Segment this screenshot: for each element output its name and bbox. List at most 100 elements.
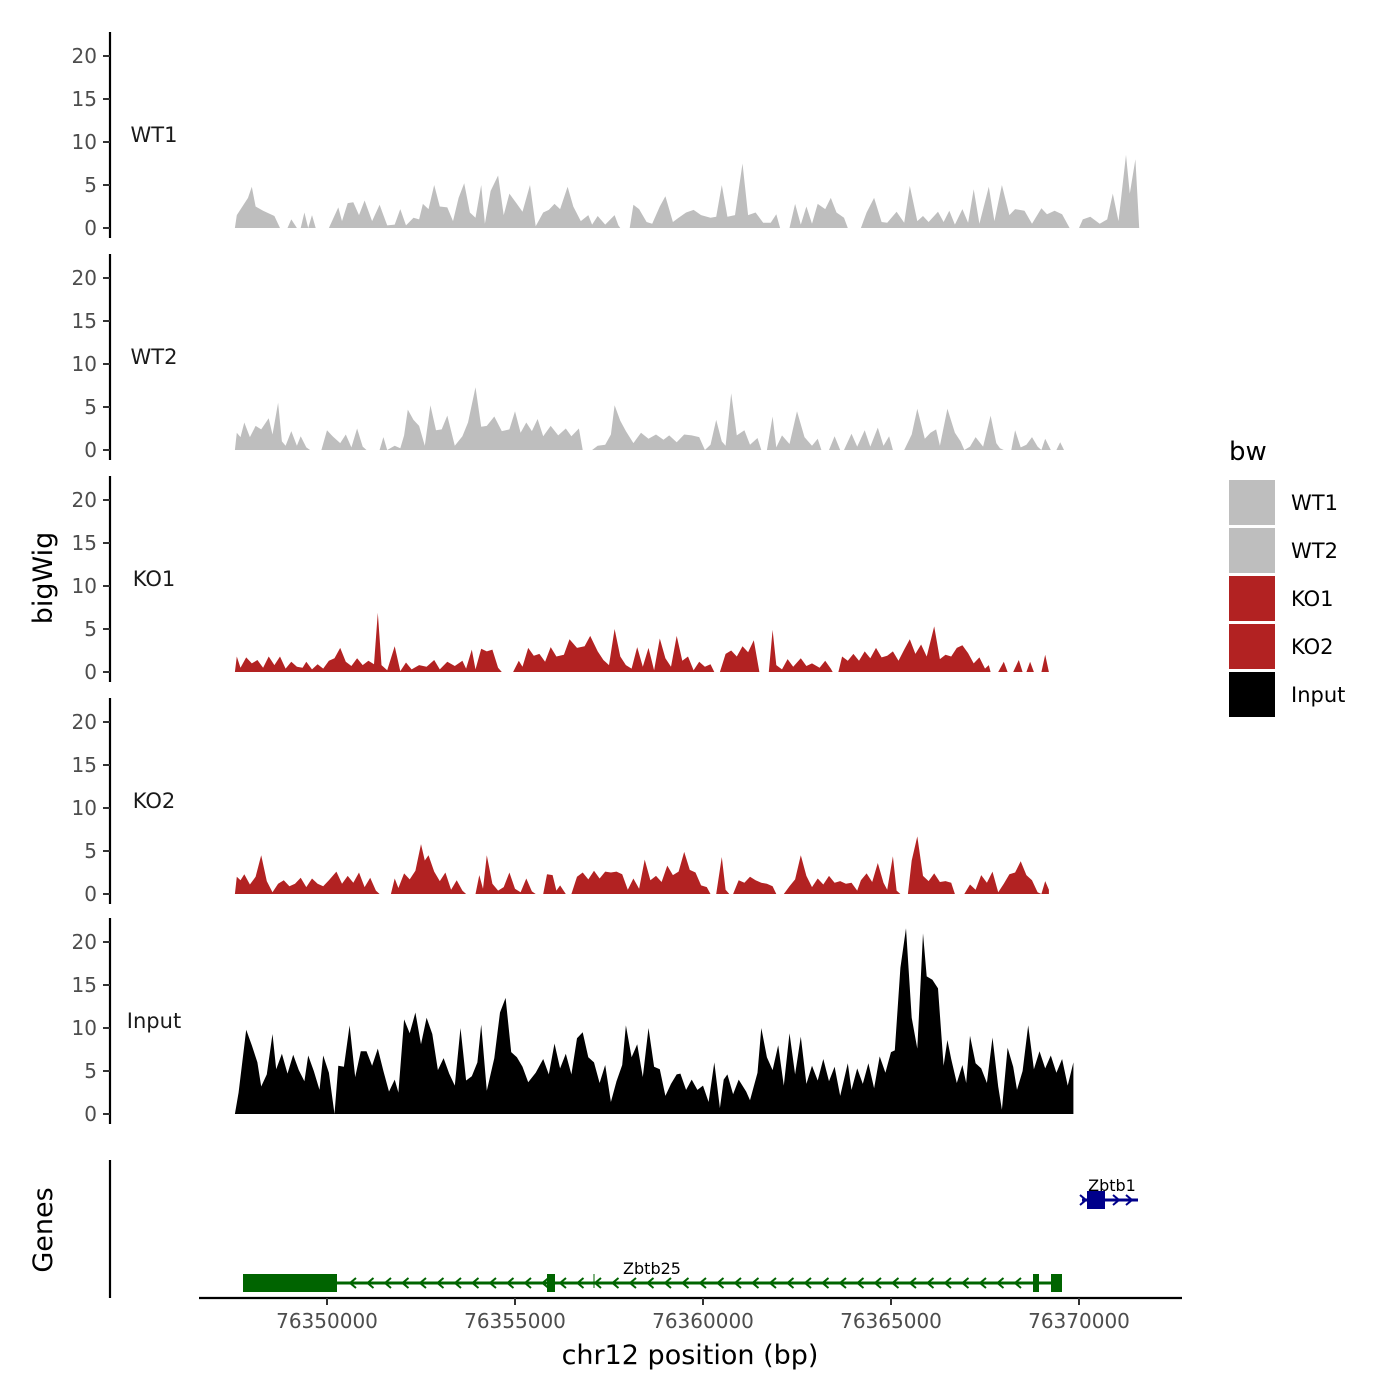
coverage-area-ko1 <box>234 612 1049 672</box>
y-tick-label: 20 <box>72 266 97 290</box>
y-tick-label: 20 <box>72 44 97 68</box>
y-tick-label: 20 <box>72 930 97 954</box>
strand-arrow <box>383 1277 392 1289</box>
x-tick-label: 76365000 <box>840 1309 942 1333</box>
track-label-ko1: KO1 <box>133 567 176 591</box>
track-label-wt1: WT1 <box>131 123 178 147</box>
gene-zbtb1-exon <box>1087 1191 1105 1209</box>
x-tick-label: 76360000 <box>652 1309 754 1333</box>
strand-arrow <box>995 1277 1005 1289</box>
strand-arrow <box>1125 1194 1134 1206</box>
y-tick-label: 15 <box>72 753 97 777</box>
strand-arrow <box>768 1277 777 1289</box>
y-tick-label: 10 <box>72 796 97 820</box>
x-tick-label: 76370000 <box>1028 1309 1130 1333</box>
strand-arrow <box>365 1277 375 1289</box>
strand-arrow <box>610 1277 620 1289</box>
strand-arrow <box>575 1277 585 1289</box>
track-label-ko2: KO2 <box>133 789 176 813</box>
gene-zbtb25-exon <box>1051 1274 1062 1292</box>
track-panel-wt2: 0 5 10 15 20 WT2 <box>72 254 1068 462</box>
legend-item-ko1: KO1 <box>1229 576 1334 621</box>
strand-arrow <box>400 1277 410 1289</box>
x-tick-label: 76350000 <box>276 1309 378 1333</box>
strand-arrow <box>628 1277 637 1289</box>
strand-arrow <box>943 1277 952 1289</box>
y-tick-label: 15 <box>72 309 97 333</box>
legend-swatch <box>1229 480 1275 525</box>
coverage-area-input <box>234 928 1074 1114</box>
legend-item-ko2: KO2 <box>1229 624 1334 669</box>
y-tick-label: 20 <box>72 710 97 734</box>
x-axis: 76350000 76355000 76360000 76365000 76370000 <box>199 1296 1182 1333</box>
gene-zbtb1: Zbtb1 <box>1079 1176 1138 1209</box>
track-panel-wt1: 0 5 10 15 20 WT1 <box>72 32 1140 240</box>
track-panel-ko2: 0 5 10 15 20 KO2 <box>72 698 1049 906</box>
gene-zbtb25-label: Zbtb25 <box>623 1259 681 1278</box>
legend-label: Input <box>1291 683 1345 707</box>
track-label-input: Input <box>127 1009 181 1033</box>
strand-arrow <box>540 1277 550 1289</box>
y-tick-label: 0 <box>84 438 97 462</box>
y-tick-label: 10 <box>72 1016 97 1040</box>
strand-arrow <box>890 1277 900 1289</box>
legend-item-input: Input <box>1229 672 1345 717</box>
coverage-area-wt2 <box>234 387 1068 450</box>
legend-swatch <box>1229 576 1275 621</box>
strand-arrow <box>680 1277 690 1289</box>
y-tick-label: 5 <box>84 1059 97 1083</box>
strand-arrow <box>1079 1194 1088 1206</box>
strand-arrow <box>663 1277 672 1289</box>
strand-arrow <box>855 1277 865 1289</box>
strand-arrow <box>698 1277 707 1289</box>
gene-zbtb25-exon <box>243 1274 337 1292</box>
y-tick-label: 15 <box>72 973 97 997</box>
legend-items: WT1 WT2 KO1 KO2 Input <box>1229 480 1345 717</box>
y-tick-label: 0 <box>84 660 97 684</box>
strand-arrow <box>838 1277 847 1289</box>
strand-arrow <box>593 1277 602 1289</box>
strand-arrow <box>978 1277 987 1289</box>
y-tick-label: 5 <box>84 617 97 641</box>
strand-arrow <box>505 1277 515 1289</box>
y-tick-label: 0 <box>84 1102 97 1126</box>
strand-arrow <box>558 1277 567 1289</box>
y-tick-label: 10 <box>72 352 97 376</box>
strand-arrow <box>820 1277 830 1289</box>
strand-arrow <box>470 1277 480 1289</box>
strand-arrow <box>908 1277 917 1289</box>
y-tick-label: 15 <box>72 531 97 555</box>
strand-arrow <box>488 1277 497 1289</box>
legend-label: KO2 <box>1291 635 1334 659</box>
strand-arrow <box>435 1277 445 1289</box>
strand-arrow <box>960 1277 970 1289</box>
tracks-layer: 0 5 10 15 20 WT1 0 5 10 15 20 WT2 0 5 10 15 20 KO1 0 5 10 15 2… <box>72 32 1140 1126</box>
gene-zbtb1-label: Zbtb1 <box>1088 1176 1136 1195</box>
legend-item-wt1: WT1 <box>1229 480 1338 525</box>
strand-arrow <box>348 1277 357 1289</box>
track-label-wt2: WT2 <box>131 345 178 369</box>
genes-axis-title: Genes <box>28 1187 59 1272</box>
y-tick-label: 0 <box>84 882 97 906</box>
genes-layer: Zbtb25 Zbtb1 <box>108 1160 1138 1298</box>
strand-arrow <box>645 1277 655 1289</box>
strand-arrow <box>873 1277 882 1289</box>
strand-arrow <box>803 1277 812 1289</box>
legend-label: WT1 <box>1291 491 1338 515</box>
y-tick-label: 5 <box>84 839 97 863</box>
y-tick-label: 20 <box>72 488 97 512</box>
legend-swatch <box>1229 672 1275 717</box>
y-tick-label: 5 <box>84 395 97 419</box>
legend-label: KO1 <box>1291 587 1334 611</box>
x-tick-label: 76355000 <box>464 1309 566 1333</box>
strand-arrow <box>733 1277 742 1289</box>
legend-swatch <box>1229 624 1275 669</box>
strand-arrow <box>523 1277 532 1289</box>
track-panel-ko1: 0 5 10 15 20 KO1 <box>72 476 1049 684</box>
x-axis-title: chr12 position (bp) <box>562 1340 819 1371</box>
y-tick-label: 15 <box>72 87 97 111</box>
y-tick-label: 10 <box>72 130 97 154</box>
strand-arrow <box>785 1277 795 1289</box>
y-tick-label: 5 <box>84 173 97 197</box>
gene-zbtb25-exon <box>547 1274 555 1292</box>
